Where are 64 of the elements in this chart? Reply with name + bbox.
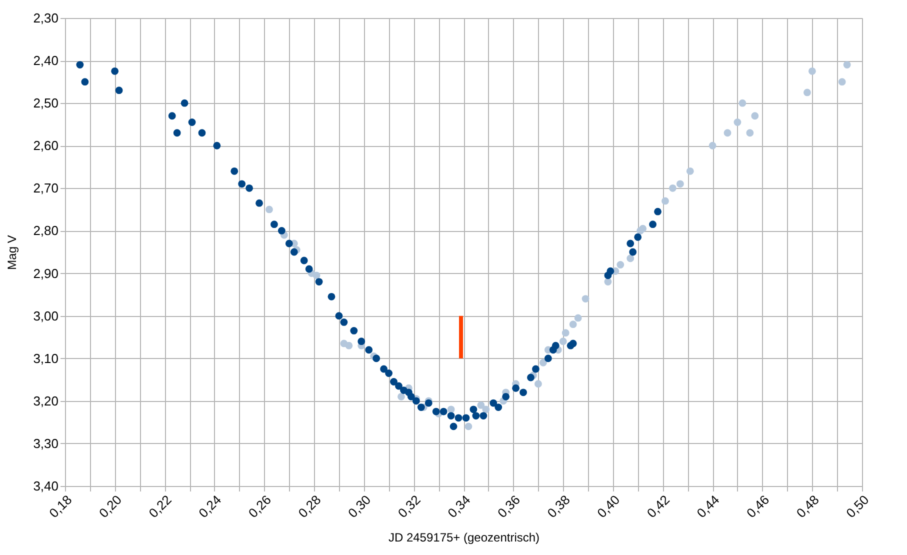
x-tick-label: 0,50	[843, 492, 872, 521]
x-tick-label: 0,38	[544, 492, 573, 521]
point	[746, 129, 754, 137]
point	[447, 406, 455, 414]
y-tick-label: 2,70	[33, 180, 58, 196]
x-tick-label: 0,40	[594, 492, 623, 521]
point	[539, 358, 547, 366]
point	[662, 197, 669, 205]
point	[686, 167, 694, 175]
point	[734, 118, 742, 126]
x-tick-label: 0,28	[295, 492, 324, 521]
point	[738, 99, 746, 107]
point	[562, 329, 570, 337]
y-tick-label: 2,90	[33, 266, 58, 281]
x-tick-label: 0,32	[394, 492, 424, 521]
x-tick-label: 0,18	[46, 492, 75, 521]
x-tick-label: 0,30	[345, 492, 374, 521]
point	[569, 320, 577, 328]
y-tick-label: 2,40	[33, 53, 58, 68]
x-tick-label: 0,34	[444, 492, 474, 521]
point	[312, 272, 320, 280]
point	[751, 112, 759, 120]
point	[626, 254, 634, 262]
point	[398, 392, 405, 400]
y-tick-label: 3,20	[33, 393, 58, 408]
point	[804, 88, 811, 96]
x-tick-label: 0,26	[245, 492, 274, 521]
point	[616, 261, 624, 268]
y-tick-label: 3,30	[33, 436, 58, 451]
point	[534, 380, 542, 388]
point	[639, 224, 647, 232]
y-tick-label: 3,10	[33, 350, 58, 366]
point	[266, 206, 273, 214]
y-tick-label: 3,00	[33, 308, 58, 324]
point	[676, 180, 684, 188]
x-tick-label: 0,20	[96, 492, 125, 521]
point	[345, 342, 353, 350]
point	[482, 406, 490, 414]
y-tick-label: 2,60	[33, 138, 58, 154]
x-tick-label: 0,22	[146, 492, 174, 521]
x-tick-label: 0,36	[494, 492, 524, 521]
x-axis-title: JD 2459175+ (geozentrisch)	[388, 530, 540, 545]
y-axis-title: Mag V	[5, 235, 20, 270]
y-tick-label: 2,50	[33, 96, 58, 111]
point	[843, 61, 851, 68]
point	[464, 422, 472, 430]
x-tick-label: 0,46	[744, 492, 772, 521]
y-tick-label: 3,40	[33, 478, 58, 494]
point	[477, 401, 485, 409]
x-tick-label: 0,42	[644, 492, 672, 521]
point	[708, 142, 716, 150]
x-tick-label: 0,24	[196, 492, 224, 521]
point	[582, 295, 590, 302]
point	[669, 184, 676, 192]
point	[604, 278, 612, 286]
y-tick-label: 2,80	[33, 223, 58, 238]
x-tick-label: 0,44	[694, 492, 722, 521]
point	[838, 78, 846, 86]
x-tick-label: 0,48	[793, 492, 822, 521]
y-tick-label: 2,30	[33, 10, 58, 26]
point	[724, 129, 732, 137]
point	[559, 338, 567, 346]
point	[808, 67, 816, 75]
point	[574, 314, 582, 322]
